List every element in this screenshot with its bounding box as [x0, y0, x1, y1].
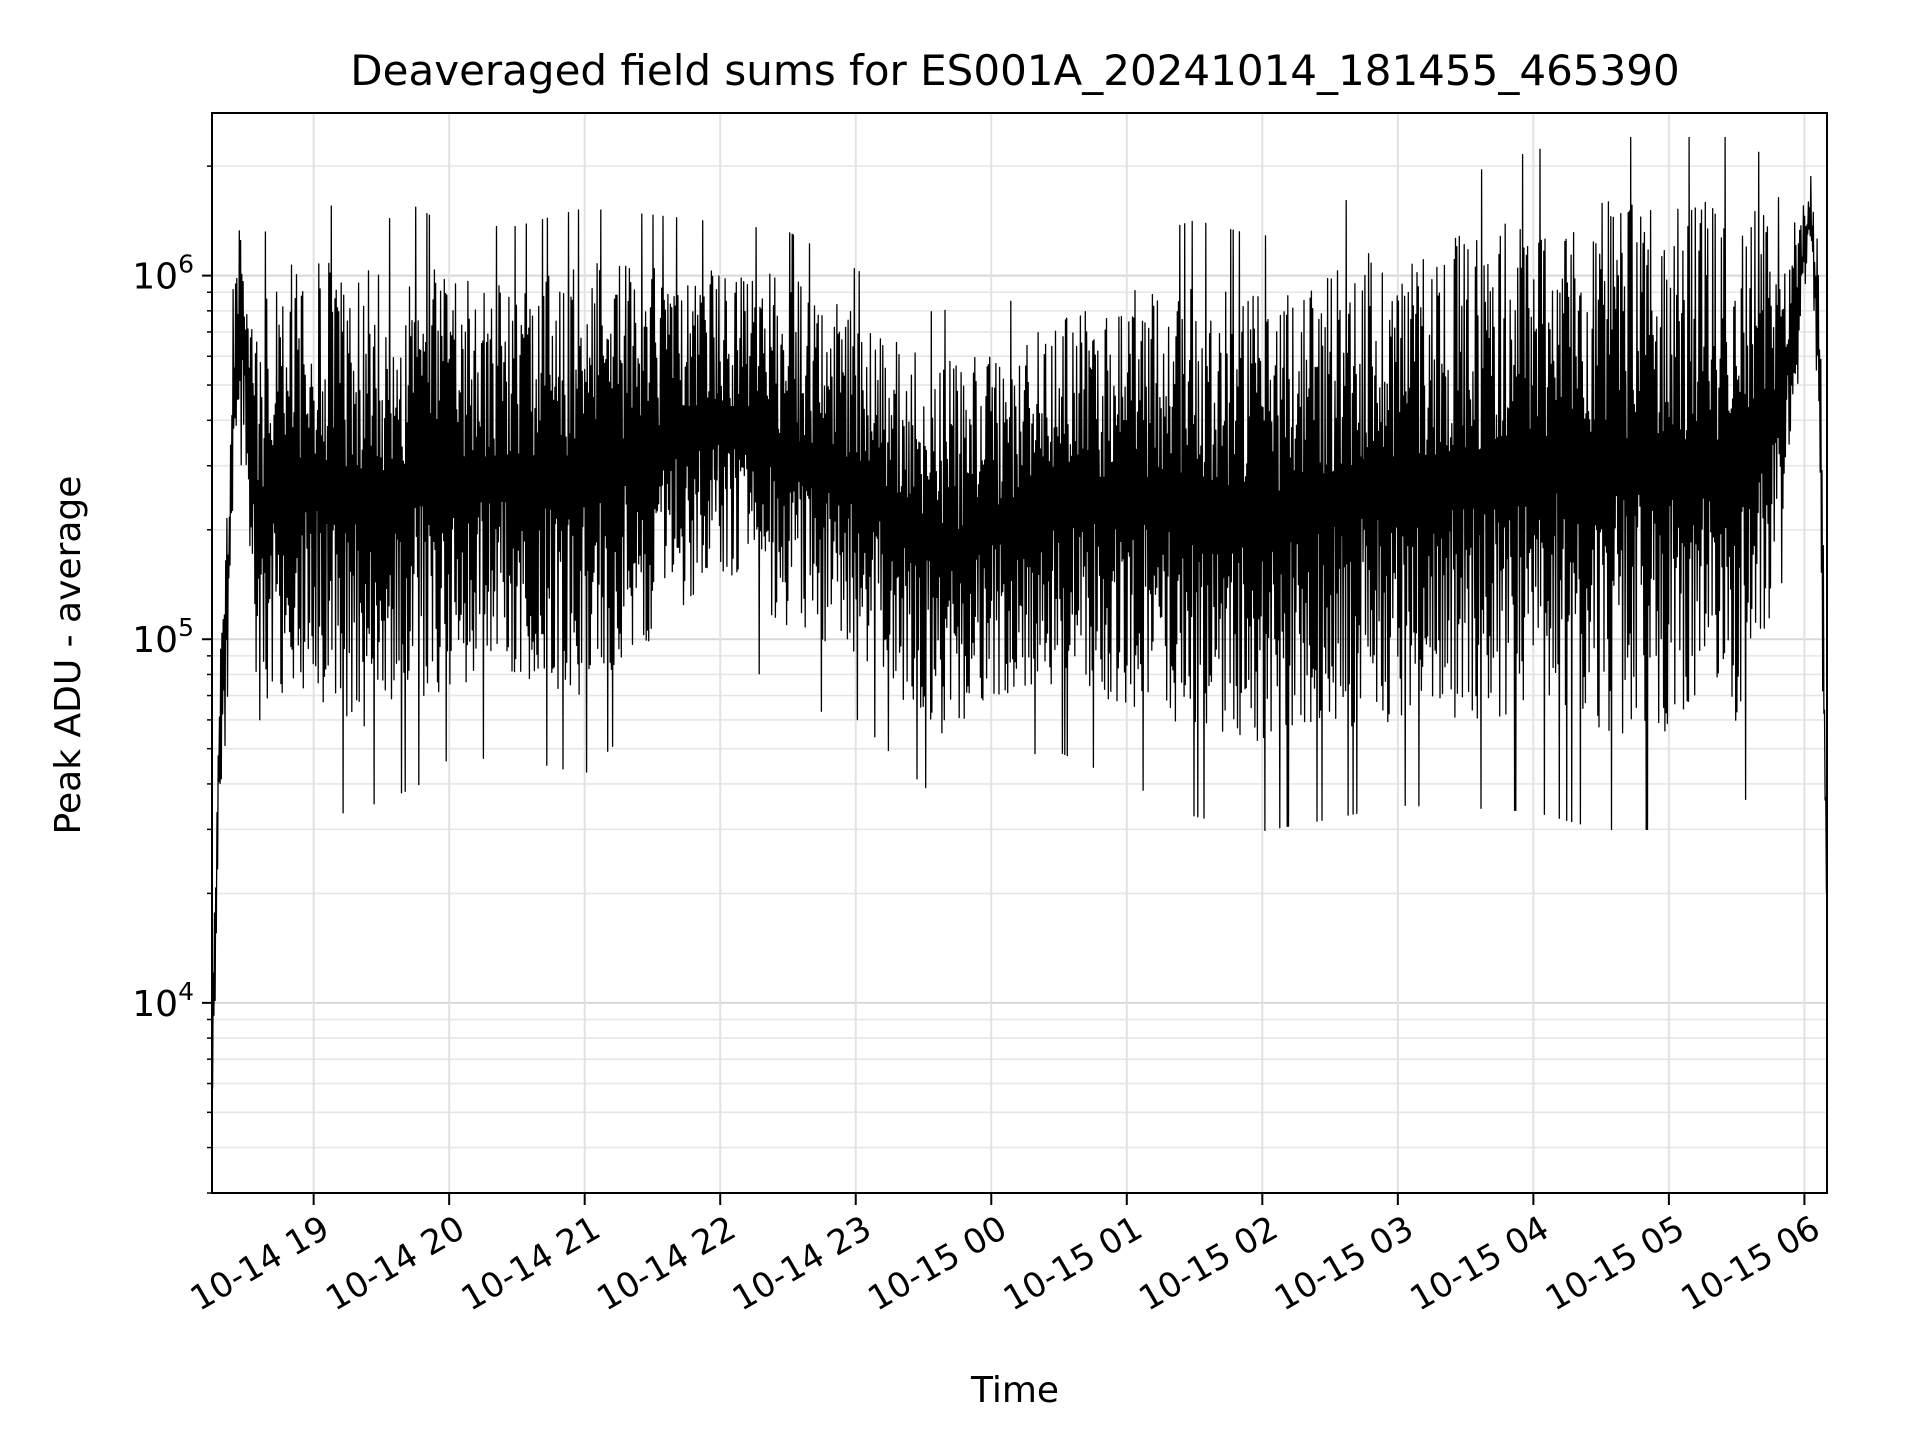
- x-tick-label: 10-15 05: [1539, 1208, 1691, 1319]
- x-tick-label: 10-15 06: [1675, 1208, 1827, 1319]
- x-tick-label: 10-14 23: [726, 1208, 878, 1319]
- series-line: [211, 136, 1828, 1090]
- x-tick-label: 10-14 21: [455, 1208, 607, 1319]
- x-tick-label: 10-15 03: [1268, 1208, 1420, 1319]
- x-axis-label: Time: [970, 1370, 1059, 1411]
- axis-ticks: [202, 165, 1806, 1205]
- plot-frame: [211, 112, 1828, 1194]
- x-tick-label: 10-15 01: [997, 1208, 1149, 1319]
- x-tick-label: 10-14 19: [184, 1208, 336, 1319]
- y-tick-labels: 104 105 106: [132, 250, 194, 1025]
- x-tick-label: 10-14 22: [590, 1208, 742, 1319]
- x-tick-label: 10-14 20: [319, 1208, 471, 1319]
- x-tick-label: 10-15 02: [1132, 1208, 1284, 1319]
- data-series-line: [211, 136, 1828, 1090]
- x-tick-label: 10-15 00: [861, 1208, 1013, 1319]
- x-tick-label: 10-15 04: [1403, 1208, 1555, 1319]
- y-tick-label: 104: [132, 977, 194, 1025]
- y-tick-label: 106: [132, 250, 194, 298]
- y-axis-label: Peak ADU - average: [48, 476, 89, 835]
- y-tick-label: 105: [132, 613, 194, 661]
- chart-title: Deaveraged field sums for ES001A_2024101…: [350, 46, 1679, 95]
